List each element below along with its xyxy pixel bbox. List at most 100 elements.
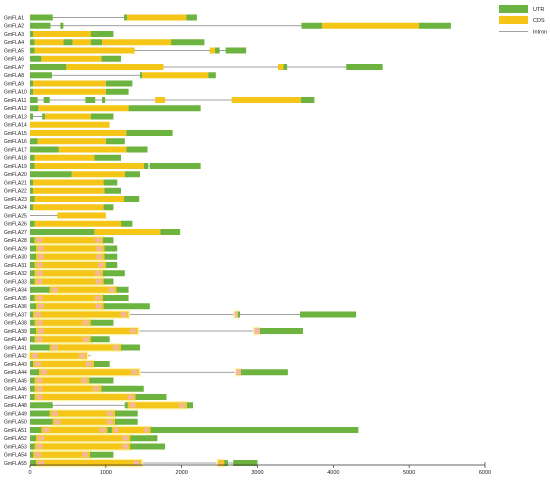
gene-label: GmFLA2 [4,24,24,30]
utr-box [90,319,114,326]
cds-box [34,278,104,285]
cds-box [37,138,106,145]
cds-box [127,402,187,409]
utr-box [30,47,35,54]
domain-mark [54,419,61,425]
utr-box [43,97,50,103]
domain-mark [36,386,43,392]
gene-label: GmFLA35 [4,296,27,302]
gene-label: GmFLA28 [4,238,27,244]
cds-box [36,303,104,310]
gene-row-gmfla27: GmFLA27 [4,229,181,236]
gene-label: GmFLA42 [4,354,27,360]
domain-mark [51,411,58,416]
domain-mark [78,353,85,359]
gene-label: GmFLA4 [4,40,24,46]
gene-row-gmfla16: GmFLA16 [4,138,125,145]
x-axis: 0 1000 2000 3000 4000 5000 6000 [28,462,491,476]
utr-box [116,286,129,293]
utr-box [114,410,138,417]
utr-box [30,361,34,367]
domain-mark [143,427,149,433]
domain-mark [51,345,58,350]
legend: UTR CDS Intron [499,5,547,36]
utr-box [30,64,67,70]
utr-box [30,220,35,227]
utr-box [128,105,201,112]
domain-mark [133,460,140,466]
utr-box [30,245,37,252]
domain-mark [85,361,92,367]
gene-label: GmFLA43 [4,362,27,368]
utr-box [103,179,118,186]
domain-mark [236,369,241,376]
domain-mark [38,435,45,441]
gene-row-gmfla20: GmFLA20 [4,171,140,178]
utr-box [30,278,35,285]
cds-box [72,39,91,46]
gene-row-gmfla17: GmFLA17 [4,146,148,153]
utr-box [121,344,140,351]
gene-row-gmfla43: GmFLA43 [4,359,110,369]
x-tick-label: 5000 [403,470,415,476]
gene-label: GmFLA54 [4,453,27,459]
gene-label: GmFLA29 [4,246,27,252]
utr-box [30,39,35,46]
utr-box [30,88,34,95]
utr-box [104,187,121,194]
domain-mark [82,336,89,342]
gene-row-gmfla48: GmFLA48 [4,401,194,410]
utr-box [283,64,288,70]
gene-label: GmFLA44 [4,370,27,376]
domain-mark [106,419,113,425]
domain-mark [120,312,127,317]
utr-box [30,105,39,112]
utr-box [30,410,50,417]
cds-box [34,262,106,268]
gene-row-gmfla36: GmFLA36 [4,302,150,311]
cds-box [30,121,110,128]
domain-mark [96,246,103,251]
utr-box [186,14,197,21]
utr-box [90,113,114,120]
gene-row-gmfla14: GmFLA14 [4,121,110,129]
domain-mark [108,287,115,293]
utr-box [224,460,228,466]
gene-row-gmfla47: GmFLA47 [4,392,167,402]
utr-box [30,138,38,145]
domain-mark [36,270,43,276]
gene-row-gmfla19: GmFLA19 [4,163,201,170]
utr-box [105,80,133,87]
gene-label: GmFLA30 [4,255,27,261]
cds-box [209,47,216,54]
cds-box [155,97,165,103]
domain-mark [38,328,45,334]
utr-box [30,154,35,161]
domain-mark [38,246,45,251]
utr-box [124,171,140,178]
utr-box [30,146,59,153]
gene-rows: GmFLA1 GmFLA2 GmFLA3 GmFLA4 GmFLA5 GmFLA6 GmFL… [4,14,451,468]
gene-label: GmFLA6 [4,57,24,63]
utr-box [208,72,216,79]
utr-box [30,394,35,400]
utr-box [124,14,128,21]
gene-row-gmfla4: GmFLA4 [4,39,205,46]
utr-box [30,311,34,318]
cds-box [218,460,225,466]
cds-box [36,460,142,466]
gene-row-gmfla10: GmFLA10 [4,88,129,96]
cds-box [33,204,104,211]
cds-box [36,435,131,442]
domain-mark [32,353,38,359]
utr-box [30,418,53,425]
cds-box [34,377,90,384]
cds-box [231,97,301,103]
cds-box [49,344,121,351]
utr-box [130,443,165,450]
gene-row-gmfla3: GmFLA3 [4,31,114,38]
x-tick-label: 3000 [251,470,263,476]
utr-box [30,270,35,277]
gene-row-gmfla41: GmFLA41 [4,343,140,352]
domain-mark [38,460,45,466]
